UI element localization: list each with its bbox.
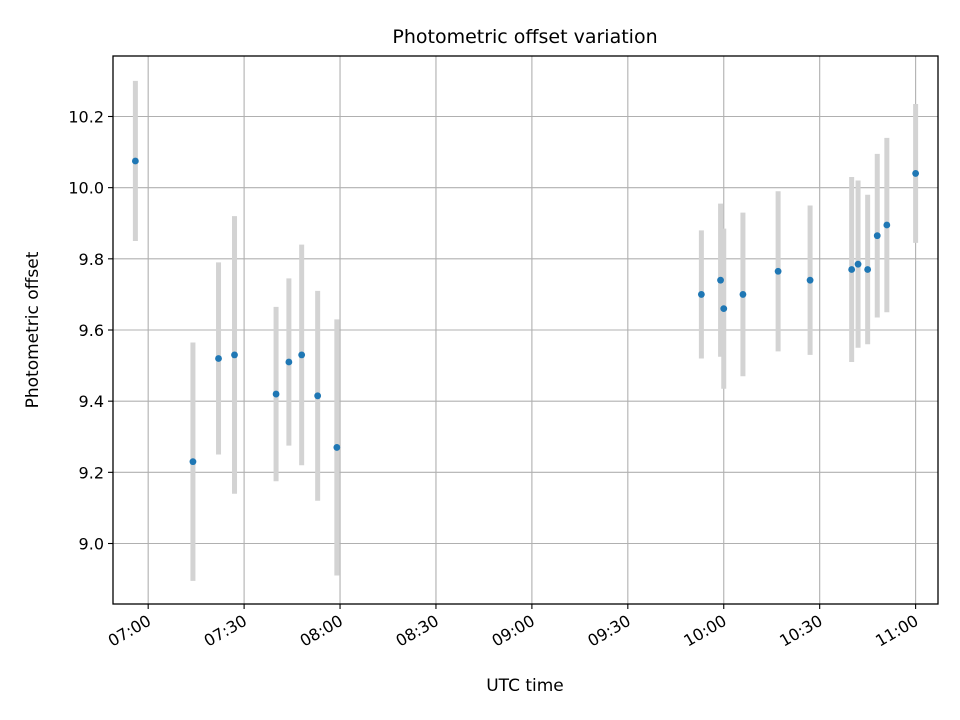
data-point [774, 267, 782, 275]
y-axis-label: Photometric offset [23, 251, 43, 408]
data-points [131, 157, 920, 466]
y-axis-ticks: 9.0 9.2 9.4 9.6 9.8 10.0 10.2 [68, 107, 113, 554]
y-tick-label: 9.0 [79, 535, 104, 554]
data-point [848, 266, 856, 273]
data-point [720, 305, 728, 313]
y-tick-label: 10.0 [68, 179, 104, 198]
y-tick-label: 10.2 [68, 107, 104, 126]
y-tick-label: 9.8 [79, 250, 104, 269]
data-point [231, 351, 238, 359]
data-point [854, 260, 862, 268]
data-point [697, 291, 705, 298]
data-point [131, 157, 139, 165]
data-point [314, 392, 322, 400]
data-point [883, 221, 891, 229]
data-point [215, 355, 222, 362]
data-point [189, 458, 197, 466]
data-point [333, 444, 341, 451]
data-point [806, 276, 814, 284]
data-point [873, 232, 881, 240]
data-point [298, 351, 306, 359]
data-point [285, 358, 293, 366]
chart-title: Photometric offset variation [392, 26, 657, 48]
data-point [717, 276, 724, 284]
data-point [739, 291, 747, 298]
data-point [864, 266, 872, 273]
y-tick-label: 9.2 [79, 463, 104, 482]
y-tick-label: 9.6 [79, 321, 104, 340]
y-tick-label: 9.4 [79, 392, 104, 411]
data-point [272, 390, 280, 398]
data-point [912, 170, 920, 177]
x-axis-label: UTC time [486, 676, 564, 696]
